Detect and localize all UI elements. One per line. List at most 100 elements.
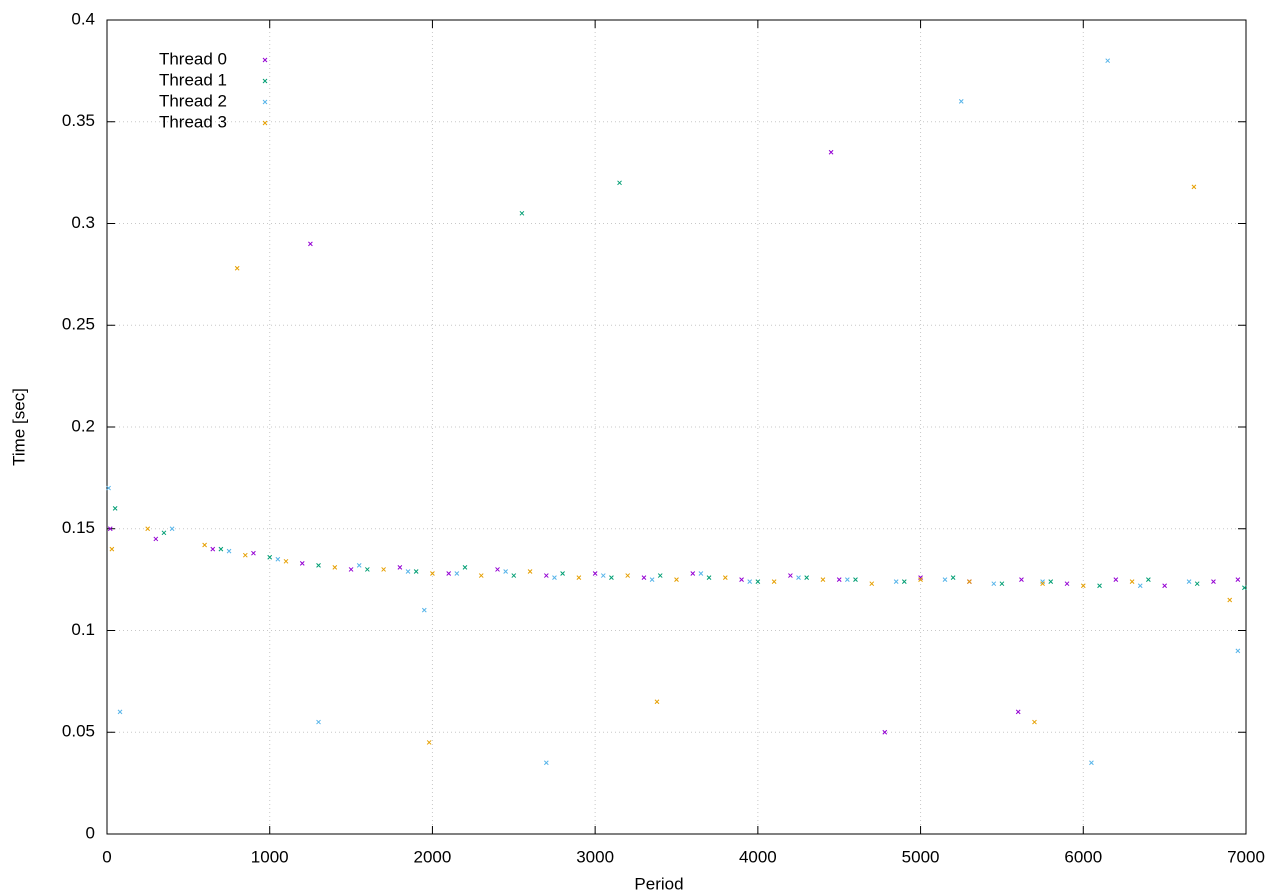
point: [1137, 583, 1143, 589]
point: [112, 506, 118, 511]
point: [117, 709, 123, 715]
point: [576, 575, 582, 580]
point: [519, 210, 525, 216]
y-tick-label: 0.1: [71, 620, 95, 639]
x-tick-label: 7000: [1227, 847, 1265, 866]
point: [543, 573, 549, 578]
point: [543, 760, 549, 766]
point: [600, 573, 606, 578]
point: [836, 577, 842, 582]
x-tick-label: 1000: [251, 847, 289, 866]
point: [316, 563, 321, 568]
point: [654, 699, 660, 705]
point: [348, 567, 354, 572]
y-tick-label: 0.05: [62, 722, 95, 741]
point: [251, 550, 256, 556]
point: [267, 554, 273, 560]
point: [169, 526, 175, 532]
point: [218, 546, 224, 552]
point: [942, 577, 948, 582]
point: [844, 577, 850, 582]
point: [161, 530, 167, 536]
point: [397, 565, 403, 570]
point: [552, 575, 557, 580]
point: [796, 575, 801, 580]
point: [641, 575, 647, 580]
point: [446, 571, 452, 576]
x-tick-label: 0: [102, 847, 111, 866]
point: [1191, 184, 1197, 190]
point: [820, 577, 826, 582]
y-tick-label: 0.2: [71, 416, 95, 435]
point: [617, 180, 622, 186]
point: [918, 577, 923, 582]
legend-marker: [262, 78, 268, 84]
point: [1235, 577, 1241, 582]
point: [755, 579, 761, 585]
point: [1129, 579, 1135, 585]
point: [430, 571, 435, 576]
point: [454, 571, 460, 576]
point: [1080, 583, 1086, 589]
point: [747, 579, 753, 585]
point: [958, 99, 964, 104]
point: [901, 579, 907, 585]
point: [592, 571, 598, 576]
point: [657, 573, 663, 578]
x-tick-label: 5000: [902, 847, 940, 866]
point: [503, 569, 509, 574]
point: [283, 558, 289, 564]
point: [674, 577, 679, 582]
point: [1064, 581, 1070, 587]
y-tick-label: 0.4: [71, 9, 95, 28]
point: [853, 577, 858, 582]
point: [722, 575, 728, 580]
point: [991, 581, 997, 587]
point: [1162, 583, 1167, 589]
point: [1242, 585, 1247, 591]
x-tick-label: 6000: [1064, 847, 1102, 866]
y-tick-label: 0.15: [62, 518, 95, 537]
x-tick-label: 4000: [739, 847, 777, 866]
plot-border: [106, 19, 1247, 835]
point: [649, 577, 655, 582]
y-tick-label: 0: [86, 823, 95, 842]
point: [364, 567, 370, 572]
point: [275, 556, 281, 562]
point: [145, 526, 151, 532]
point: [107, 526, 113, 532]
point: [1235, 648, 1241, 654]
point: [739, 577, 744, 582]
point: [609, 575, 614, 580]
point: [706, 575, 712, 580]
point: [1015, 709, 1021, 715]
point: [106, 485, 111, 491]
point: [1097, 583, 1102, 589]
point: [242, 552, 248, 558]
x-tick-label: 3000: [576, 847, 614, 866]
point: [234, 265, 240, 271]
point: [381, 567, 386, 572]
x-tick-label: 2000: [414, 847, 452, 866]
point: [788, 573, 793, 578]
point: [828, 149, 834, 155]
legend-label: Thread 2: [159, 91, 227, 110]
point: [869, 581, 875, 587]
point: [109, 546, 115, 552]
point: [1211, 579, 1216, 585]
point: [153, 536, 159, 542]
point: [1146, 577, 1151, 582]
point: [698, 571, 704, 576]
legend-marker: [262, 57, 268, 63]
point: [421, 607, 427, 613]
point: [332, 565, 338, 570]
y-axis-label: Time [sec]: [9, 388, 28, 466]
point: [426, 740, 432, 745]
point: [316, 719, 321, 725]
point: [226, 548, 232, 554]
point: [999, 581, 1005, 587]
legend-label: Thread 3: [159, 112, 227, 131]
point: [462, 565, 468, 570]
